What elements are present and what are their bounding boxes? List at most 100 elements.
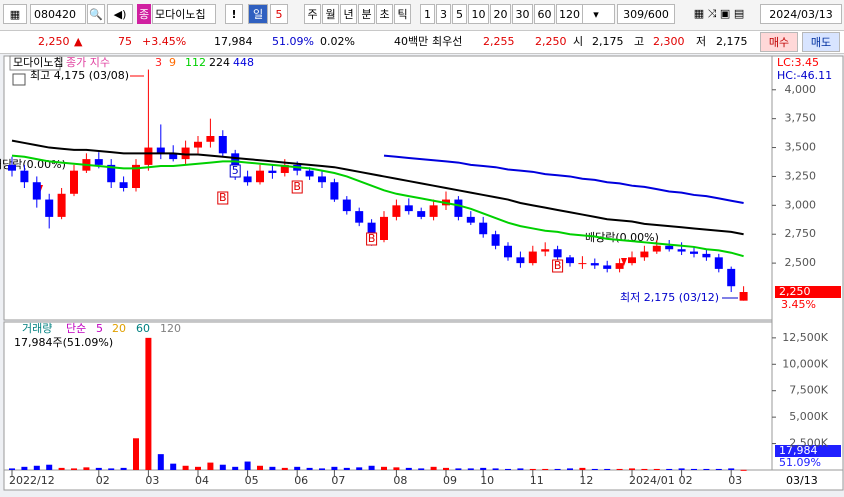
candle-body <box>404 205 413 212</box>
x-tick-label: 03 <box>728 474 742 487</box>
toolbar-button[interactable]: 초 <box>376 4 393 24</box>
volume-bar <box>418 468 425 470</box>
candle-body <box>665 245 674 250</box>
y-tick-label: 2,500K <box>789 437 828 450</box>
volume-bar <box>46 464 53 470</box>
signal: B <box>554 259 562 272</box>
candle-body <box>714 257 723 269</box>
toolbar-button[interactable]: 분 <box>358 4 375 24</box>
period-selected[interactable]: 일 <box>248 4 268 24</box>
last-pct: 3.45% <box>781 298 816 311</box>
candle-body <box>392 205 401 217</box>
stock-name[interactable]: 모다이노칩 <box>152 4 216 24</box>
sound-button[interactable]: ◀) <box>107 4 133 24</box>
volume-bar <box>33 465 40 470</box>
toolbar-button[interactable]: 년 <box>340 4 357 24</box>
buy-button[interactable]: 매수 <box>760 32 798 52</box>
period-value[interactable]: 5 <box>270 4 288 24</box>
toolbar-button[interactable]: 월 <box>322 4 339 24</box>
signal-box <box>366 232 378 246</box>
volume-bar <box>629 468 635 470</box>
legend-item: 5 <box>96 322 103 335</box>
signal-box <box>291 180 303 194</box>
change-pct: +3.45% <box>142 35 187 48</box>
low: 2,175 <box>716 35 748 48</box>
candle-body <box>280 164 289 173</box>
open-label: 시 <box>573 35 584 48</box>
volume-current: 17,984주(51.09%) <box>14 336 113 349</box>
volume-bar <box>393 467 400 470</box>
toolbar-button[interactable]: 120 <box>556 4 583 24</box>
candle-body <box>528 251 537 264</box>
code-input[interactable]: 080420 <box>30 4 86 24</box>
last-price-box <box>775 286 841 298</box>
volume-bar <box>604 468 611 470</box>
candle-body <box>702 253 711 258</box>
volume-bar <box>591 468 598 470</box>
toolbar-button[interactable]: 10 <box>468 4 489 24</box>
candle-body <box>156 147 165 154</box>
volume-bar <box>728 468 735 470</box>
tool-icons[interactable]: ▦ ⤨ ▣ ▤ <box>693 7 745 20</box>
last-ratio: 51.09% <box>779 456 821 469</box>
volume-bar <box>71 468 77 470</box>
toolbar-button[interactable]: 20 <box>490 4 511 24</box>
volume-ma-label: 단순 <box>66 322 86 335</box>
candle-body <box>541 249 550 252</box>
toolbar-button[interactable]: 틱 <box>394 4 411 24</box>
volume-bar <box>145 337 152 470</box>
menu-icon[interactable]: ▦ <box>3 4 27 24</box>
signal-box <box>229 164 241 178</box>
volume-bar <box>219 464 226 470</box>
search-button[interactable]: 🔍 <box>87 4 105 24</box>
toolbar-button[interactable]: 주 <box>304 4 321 24</box>
count-box: 309/600 <box>617 4 675 24</box>
high: 2,300 <box>653 35 685 48</box>
last-volume-box <box>775 445 841 457</box>
candle-body <box>268 170 277 173</box>
volume-bar <box>691 468 697 470</box>
toolbar-button[interactable]: 5 <box>452 4 467 24</box>
volume-bar <box>83 467 90 470</box>
candle-body <box>305 170 314 177</box>
alert-button[interactable]: ! <box>225 4 243 24</box>
candle-body <box>256 170 264 183</box>
volume-bar <box>740 469 747 471</box>
volume-bar <box>207 462 214 470</box>
candle-body <box>206 136 215 142</box>
y-tick-label: 2,750 <box>785 227 817 240</box>
right-axis <box>771 55 844 471</box>
toolbar-button[interactable]: 60 <box>534 4 555 24</box>
volume-pane <box>3 321 773 471</box>
legend-item: 112 <box>185 56 206 69</box>
candle-body <box>194 141 202 148</box>
candle-body <box>566 257 574 264</box>
toolbar-button[interactable]: 1 <box>420 4 435 24</box>
best-label: 최우선 <box>432 35 463 48</box>
volume-bar <box>505 468 511 470</box>
x-tick-label: 04 <box>195 474 209 487</box>
volume-bar <box>703 468 710 470</box>
volume-bar <box>405 467 412 470</box>
hc-label: HC:-46.11 <box>777 69 832 82</box>
candle-body <box>690 251 698 254</box>
volume-bar <box>492 468 499 470</box>
candle-body <box>94 159 103 165</box>
candle-body <box>367 222 376 240</box>
y-tick-label: 3,500 <box>785 141 817 154</box>
sell-button[interactable]: 매도 <box>802 32 840 52</box>
x-tick-label: 2022/12 <box>9 474 55 487</box>
volume-bar <box>232 466 239 470</box>
toolbar-button[interactable]: 30 <box>512 4 533 24</box>
dropdown[interactable]: ▾ <box>577 4 615 24</box>
candle-body <box>144 147 153 165</box>
volume-bar <box>641 468 648 470</box>
candle-body <box>590 263 599 266</box>
x-tick-label: 02 <box>679 474 693 487</box>
signal: 5 <box>232 164 239 177</box>
candle-body <box>380 216 388 240</box>
date-box[interactable]: 2024/03/13 <box>760 4 842 24</box>
toolbar-button[interactable]: 3 <box>436 4 451 24</box>
x-tick-label: 11 <box>530 474 544 487</box>
